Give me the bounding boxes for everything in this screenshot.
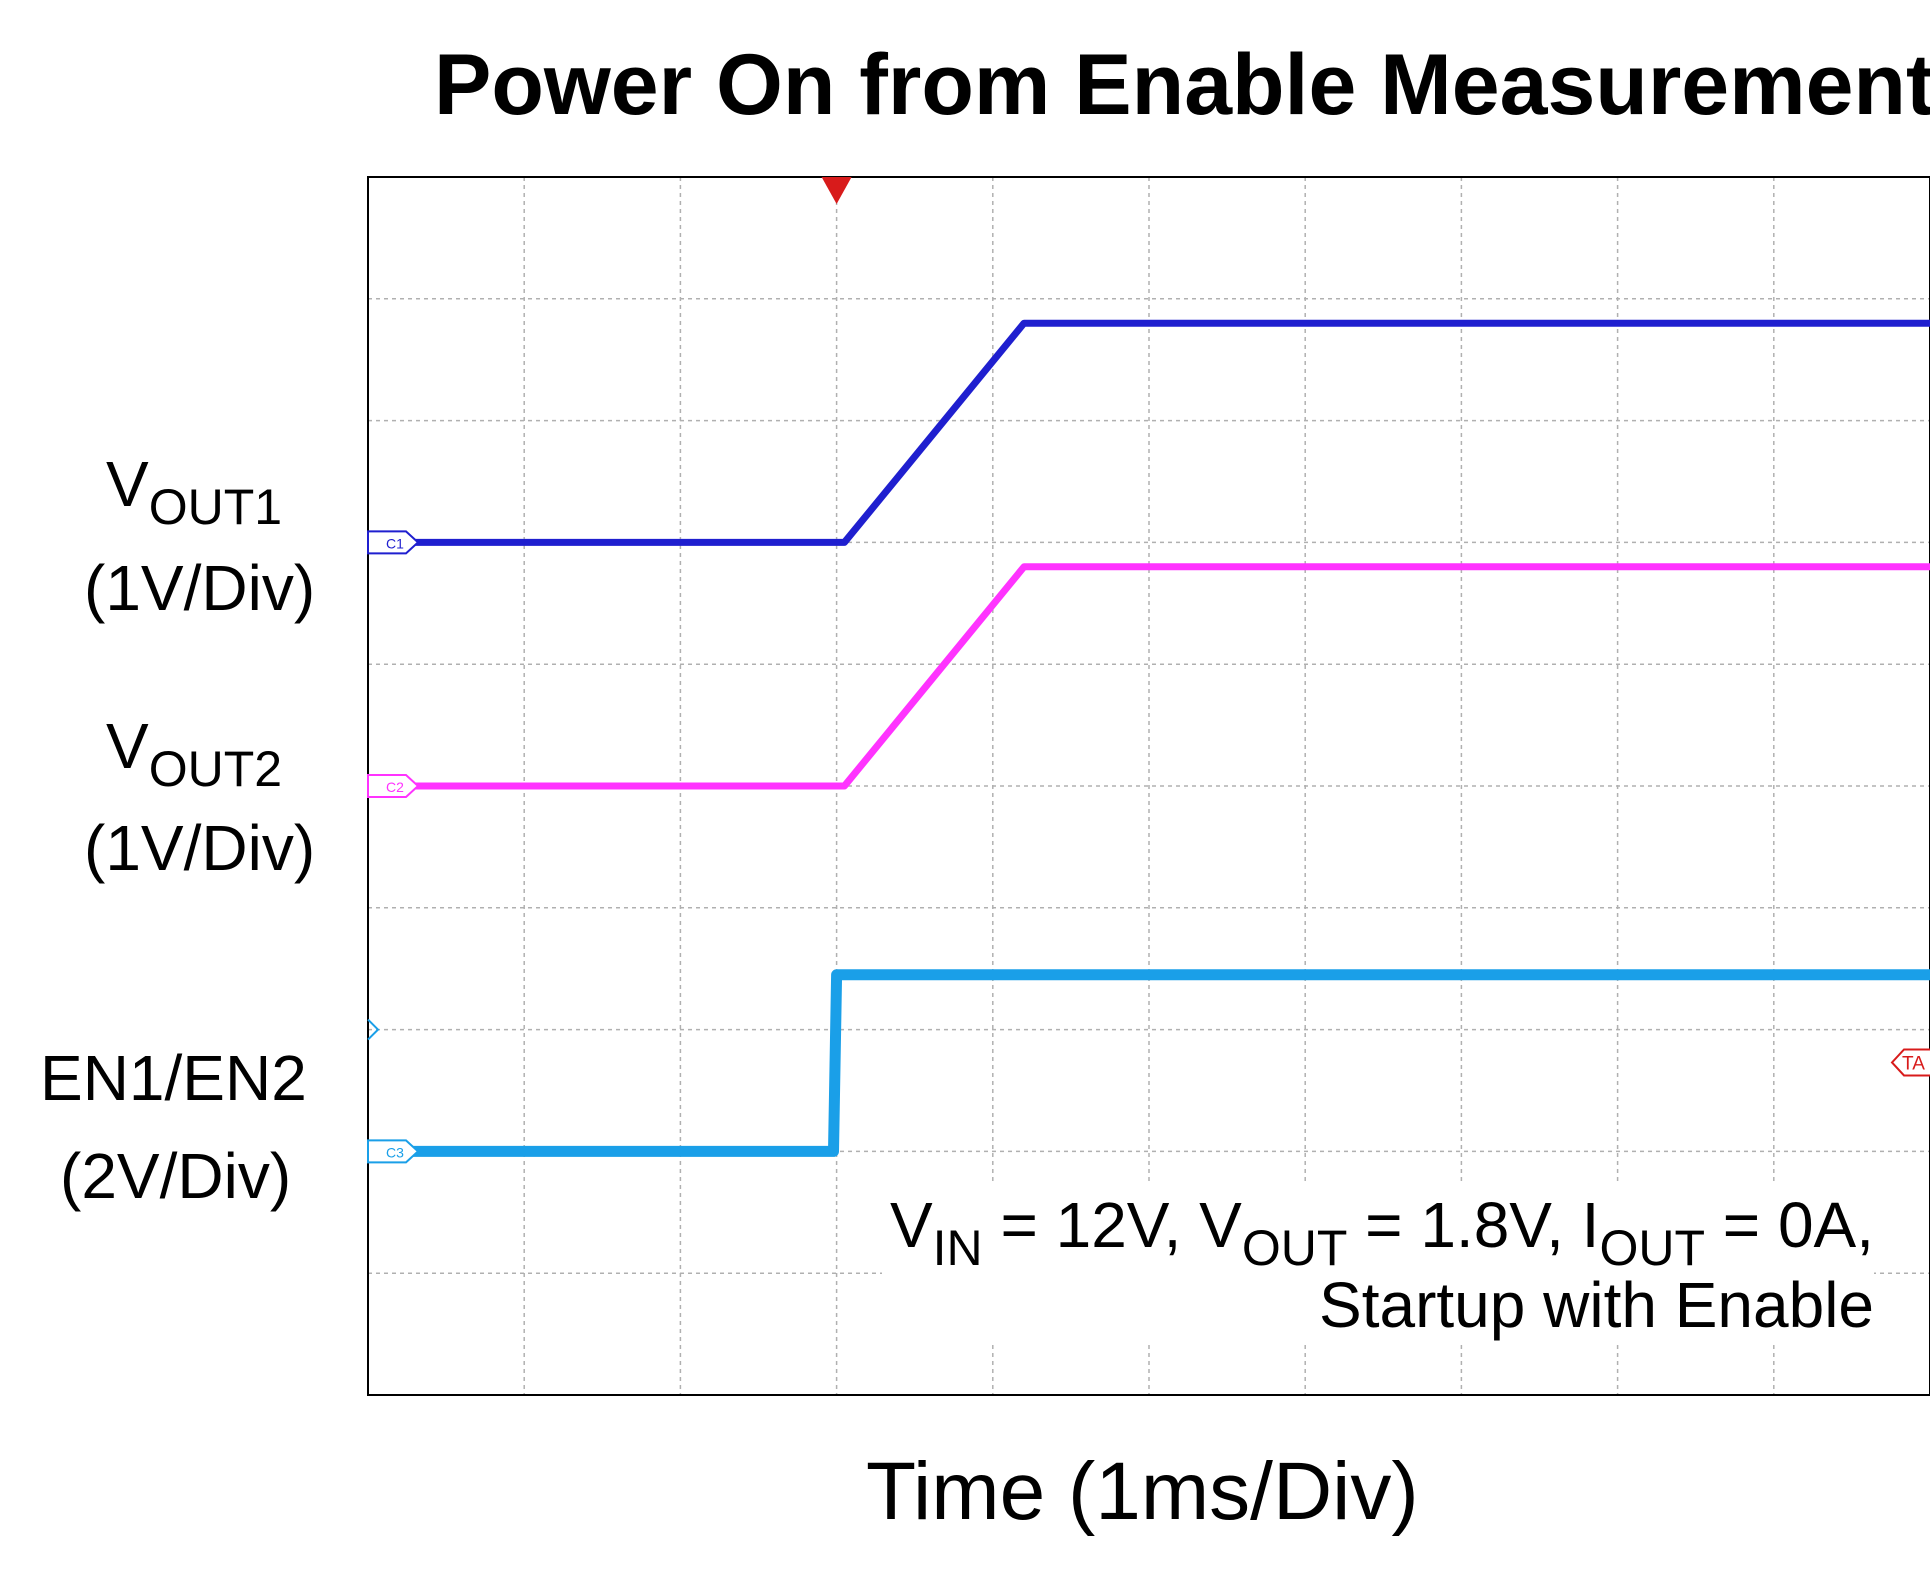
conditions-line2: Startup with Enable — [1319, 1269, 1874, 1341]
ground-marker-3 — [367, 1139, 420, 1164]
conditions-line1: VIN = 12V, VOUT = 1.8V, IOUT = 0A, — [889, 1189, 1874, 1276]
ground-marker-label-1: C1 — [386, 535, 404, 551]
test-conditions: VIN = 12V, VOUT = 1.8V, IOUT = 0A, Start… — [881, 1185, 1874, 1345]
trace-vout1 — [368, 319, 1930, 546]
vout2-scale: (1V/Div) — [84, 812, 316, 884]
ground-marker-label-2: C2 — [386, 779, 404, 795]
trigger-level-label: TA — [1902, 1053, 1925, 1074]
ground-marker-label-3: C3 — [386, 1144, 404, 1160]
vout2-label: VOUT2 — [106, 710, 283, 797]
en-scale: (2V/Div) — [60, 1140, 292, 1212]
chart-title: Power On from Enable Measurement — [434, 37, 1930, 133]
ground-marker-1 — [367, 530, 420, 555]
ground-marker-2 — [367, 774, 420, 798]
vout1-scale: (1V/Div) — [84, 552, 316, 624]
trace-vout2 — [368, 563, 1930, 790]
x-axis-label: Time (1ms/Div) — [866, 1446, 1419, 1537]
trigger-level-marker — [1890, 1048, 1930, 1077]
en-label: EN1/EN2 — [40, 1042, 307, 1114]
vout1-label: VOUT1 — [106, 448, 283, 535]
trace-en1-en2 — [368, 969, 1930, 1157]
channel-markers: C1 C2 C3 TA — [367, 177, 1930, 1164]
en-threshold-marker — [367, 1018, 380, 1041]
trigger-position-icon — [821, 177, 852, 204]
traces — [368, 319, 1930, 1157]
